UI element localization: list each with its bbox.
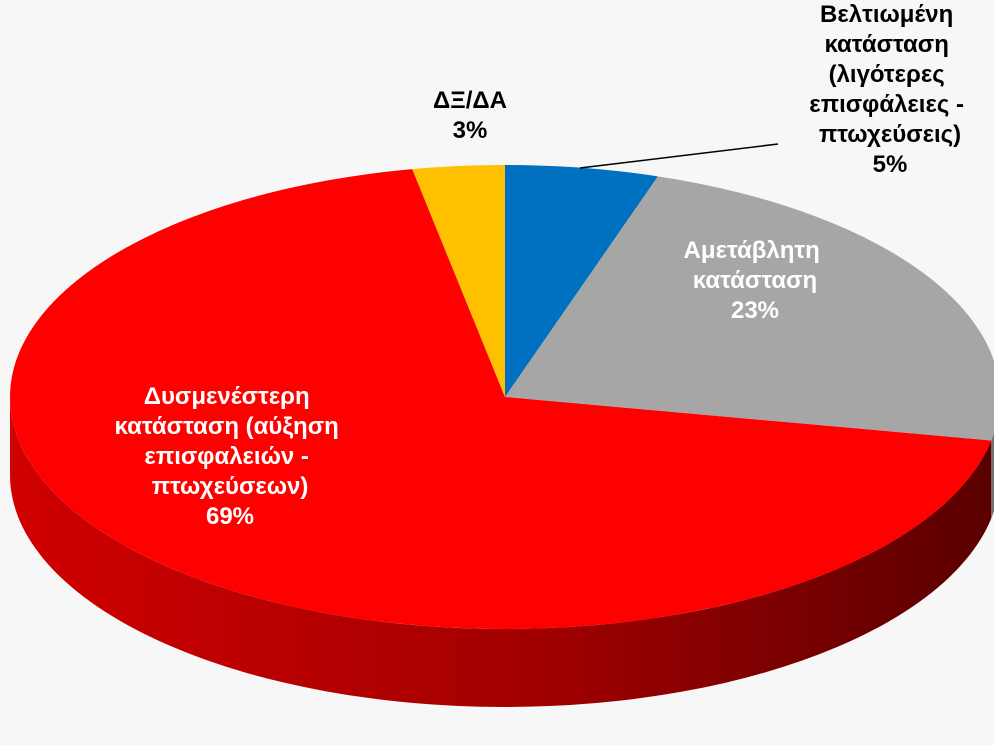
slice-label: Αμετάβλητη κατάσταση xyxy=(684,237,827,294)
slice-side xyxy=(10,397,992,707)
slice-value-label: 5% xyxy=(873,151,908,178)
slice-value-label: 3% xyxy=(453,117,488,144)
slice-value-label: 69% xyxy=(206,503,254,530)
slice-label: ΔΞ/ΔΑ xyxy=(433,87,507,114)
slice xyxy=(505,165,658,397)
slice-label: Δυσμενέστερη κατάσταση (αύξηση επισφαλει… xyxy=(115,383,346,500)
slice-value-label: 23% xyxy=(731,297,779,324)
slice-label: Βελτιωμένη κατάσταση (λιγότερες επισφάλε… xyxy=(809,1,970,148)
leader-line xyxy=(579,143,779,169)
slice xyxy=(10,169,992,629)
slice xyxy=(505,176,994,441)
slice xyxy=(412,165,505,397)
slice-side xyxy=(991,432,994,519)
